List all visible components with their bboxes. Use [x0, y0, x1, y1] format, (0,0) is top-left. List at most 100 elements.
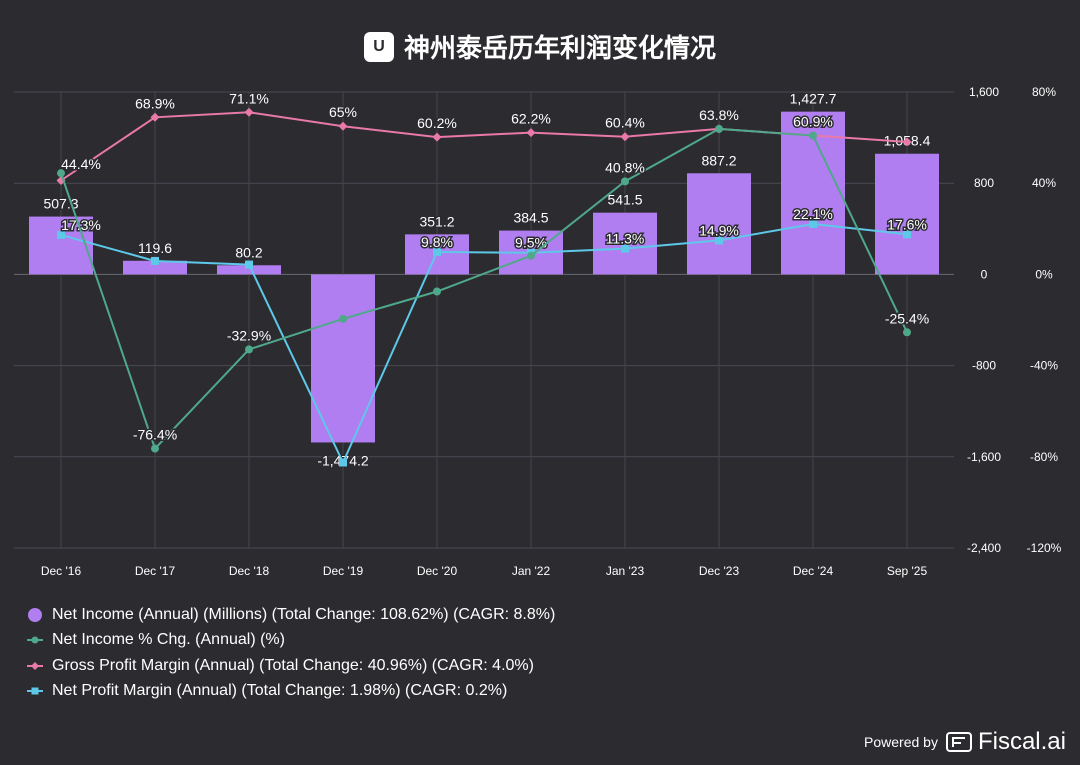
net-income-chg-point [715, 124, 723, 133]
net-margin-data-label: 17.6% [887, 216, 927, 232]
net-margin-point [339, 458, 347, 467]
net-income-chg-line [60, 127, 908, 451]
x-axis-tick-label: Dec '17 [135, 564, 176, 578]
net-margin-data-label: 9.5% [515, 235, 547, 251]
net-income-chg-data-label: 44.4% [61, 156, 101, 172]
net-margin-data-label: 22.1% [793, 206, 833, 222]
legend-marker-dot-icon [31, 636, 39, 644]
gross-margin-data-label: 62.2% [511, 111, 551, 127]
net-margin-data-label: 9.8% [421, 234, 453, 250]
gross-margin-data-label: 68.9% [135, 95, 175, 111]
right-axis-tick-label: -40% [1030, 359, 1058, 373]
gross-margin-line [60, 111, 908, 182]
gross-margin-point [902, 137, 912, 147]
net-margin-point [245, 260, 253, 269]
bar-data-label: 80.2 [235, 244, 262, 260]
bar-data-label: 119.6 [138, 240, 172, 256]
net-income-chg-point [433, 287, 441, 296]
x-axis-tick-label: Dec '24 [793, 564, 834, 578]
powered-by-text: Powered by [864, 734, 938, 750]
net-margin-point [433, 248, 441, 257]
bar-net-income [123, 260, 187, 275]
legend-label: Net Profit Margin (Annual) (Total Change… [52, 682, 508, 700]
left-axis-tick-label: 800 [974, 176, 994, 190]
x-axis-tick-label: Dec '23 [699, 564, 740, 578]
bar-data-label: 541.5 [607, 192, 642, 208]
net-income-chg-point [621, 177, 629, 186]
x-axis-tick-label: Dec '16 [41, 564, 82, 578]
bar-net-income [217, 265, 281, 275]
x-axis-tick-label: Jan '23 [606, 564, 645, 578]
gross-margin-point [620, 132, 630, 142]
net-margin-point [715, 236, 723, 245]
net-income-chg-data-label: 40.8% [605, 159, 645, 175]
legend-marker-diamond-icon [31, 661, 39, 670]
x-axis-tick-label: Jan '22 [512, 564, 551, 578]
net-margin-data-label: 17.3% [61, 217, 101, 233]
net-income-chg-point [151, 444, 159, 453]
legend-item-gross-margin[interactable]: Gross Profit Margin (Annual) (Total Chan… [26, 653, 555, 679]
legend-label: Net Income (Annual) (Millions) (Total Ch… [52, 605, 556, 623]
gross-margin-data-label: 60.2% [417, 115, 457, 131]
left-axis-tick-label: -800 [972, 359, 996, 373]
net-margin-point [151, 256, 159, 265]
legend-label: Gross Profit Margin (Annual) (Total Chan… [52, 656, 534, 674]
gross-margin-data-label: 60.4% [605, 115, 645, 131]
bar-data-label: 1,427.7 [790, 91, 837, 107]
net-income-chg-data-label: -32.9% [227, 327, 271, 343]
right-axis-tick-label: -80% [1030, 450, 1058, 464]
right-axis-tick-label: 0% [1035, 267, 1053, 281]
left-axis-tick-label: 0 [981, 267, 988, 281]
right-axis-tick-label: 40% [1032, 176, 1056, 190]
legend-item-net-income[interactable]: Net Income (Annual) (Millions) (Total Ch… [26, 602, 555, 628]
net-income-chg-data-label: -25.4% [885, 310, 929, 326]
legend-marker-circle-icon [28, 607, 42, 622]
net-margin-line [60, 223, 908, 465]
net-margin-point [903, 230, 911, 239]
gross-margin-data-label: 65% [329, 104, 357, 120]
bar-net-income [593, 212, 657, 275]
net-income-chg-point [809, 131, 817, 140]
legend-item-net-margin[interactable]: Net Profit Margin (Annual) (Total Change… [26, 679, 555, 705]
right-axis-tick-label: 80% [1032, 85, 1056, 99]
net-margin-data-label: 11.3% [606, 231, 645, 247]
bar-net-income [875, 153, 939, 275]
bar-data-label: 351.2 [419, 213, 454, 229]
left-axis-tick-label: 1,600 [969, 85, 999, 99]
x-axis-tick-label: Dec '18 [229, 564, 270, 578]
x-axis-tick-label: Sep '25 [887, 564, 928, 578]
net-margin-point [57, 230, 65, 239]
bar-data-label: 887.2 [701, 152, 736, 168]
footer: Powered by Fiscal.ai [864, 728, 1066, 756]
legend-marker-square-icon [31, 687, 39, 695]
gross-margin-point [244, 107, 254, 117]
net-income-chg-point [903, 328, 911, 337]
chart-title: U 神州泰岳历年利润变化情况 [0, 28, 1080, 65]
net-income-chg-point [339, 314, 347, 323]
gross-margin-data-label: 71.1% [229, 90, 269, 106]
brand-name[interactable]: Fiscal.ai [977, 728, 1066, 755]
gross-margin-point [338, 121, 348, 131]
right-axis-tick-label: -120% [1027, 541, 1062, 555]
net-margin-point [621, 244, 629, 253]
gross-margin-point [150, 112, 160, 122]
bar-net-income [687, 173, 751, 275]
gross-margin-data-label: 63.8% [699, 107, 739, 123]
bar-net-income [29, 216, 93, 275]
net-income-chg-data-label: -76.4% [133, 427, 177, 443]
left-axis-tick-label: -2,400 [967, 541, 1001, 555]
left-axis-tick-label: -1,600 [967, 450, 1001, 464]
gross-margin-point [526, 128, 536, 138]
fiscal-logo-icon [945, 732, 972, 752]
legend-label: Net Income % Chg. (Annual) (%) [52, 631, 285, 649]
ticker-badge: U [363, 31, 394, 62]
page-title: 神州泰岳历年利润变化情况 [403, 33, 716, 63]
x-axis-tick-label: Dec '20 [417, 564, 458, 578]
bar-data-label: 384.5 [513, 210, 548, 226]
combo-chart: 1,600 800 0 -800 -1,600 -2,400 80% 40% 0% -40% -80… [14, 85, 1062, 578]
legend: Net Income (Annual) (Millions) (Total Ch… [26, 602, 555, 704]
net-income-chg-point [527, 251, 535, 260]
legend-item-net-income-chg[interactable]: Net Income % Chg. (Annual) (%) [26, 628, 555, 654]
gross-margin-point [432, 132, 442, 142]
net-income-chg-point [245, 345, 253, 354]
